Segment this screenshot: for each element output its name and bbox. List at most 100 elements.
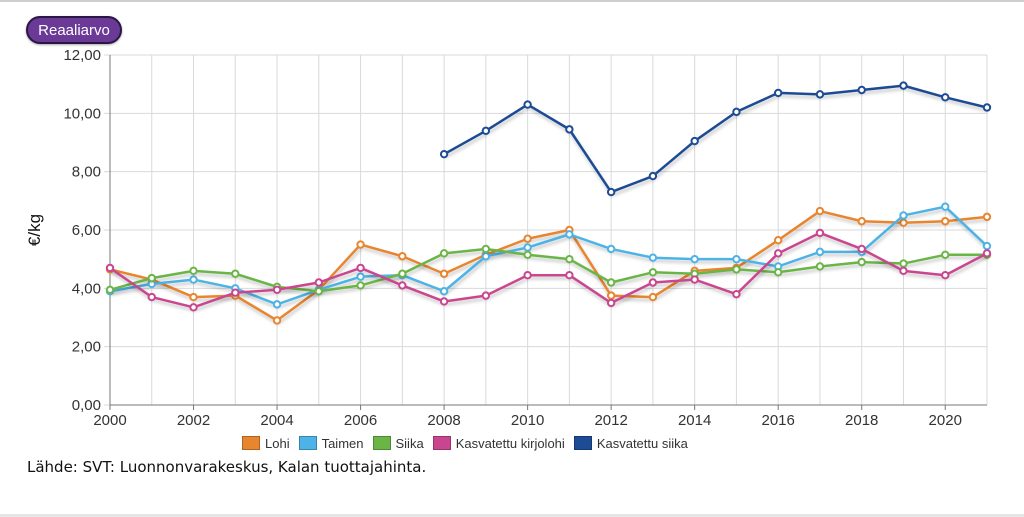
data-point[interactable] <box>398 252 407 261</box>
data-point[interactable] <box>481 244 491 254</box>
data-point[interactable] <box>356 263 365 273</box>
legend-item-kasvatettu-siika[interactable]: Kasvatettu siika <box>573 436 688 451</box>
data-point[interactable] <box>773 236 783 245</box>
data-point[interactable] <box>565 125 574 134</box>
data-point[interactable] <box>941 271 950 280</box>
x-tick-label: 2020 <box>929 412 962 429</box>
data-point[interactable] <box>398 281 407 290</box>
data-point[interactable] <box>732 254 741 264</box>
data-point[interactable] <box>899 218 908 227</box>
bottom-border <box>0 514 1024 517</box>
data-point[interactable] <box>648 171 658 181</box>
data-point[interactable] <box>899 211 908 220</box>
x-tick-label: 2008 <box>427 412 460 429</box>
data-point[interactable] <box>314 287 324 296</box>
x-tick-label: 2002 <box>177 412 210 429</box>
legend-label: Lohi <box>265 435 290 451</box>
data-point[interactable] <box>606 244 616 254</box>
x-tick-label: 2010 <box>511 412 544 429</box>
data-point[interactable] <box>565 254 574 264</box>
data-point[interactable] <box>773 249 783 258</box>
data-point[interactable] <box>439 149 449 159</box>
legend-item-siika[interactable]: Siika <box>372 436 424 451</box>
data-point[interactable] <box>565 230 574 239</box>
data-point[interactable] <box>690 254 699 264</box>
data-point[interactable] <box>815 228 825 238</box>
data-point[interactable] <box>481 126 491 136</box>
data-point[interactable] <box>523 100 532 109</box>
data-point[interactable] <box>773 268 783 277</box>
data-point[interactable] <box>941 217 950 226</box>
data-point[interactable] <box>648 278 658 287</box>
data-point[interactable] <box>941 93 950 102</box>
data-point[interactable] <box>272 316 282 325</box>
data-point[interactable] <box>565 271 574 280</box>
data-point[interactable] <box>648 292 658 302</box>
data-point[interactable] <box>147 273 156 283</box>
reaaliarvo-button[interactable]: Reaaliarvo <box>26 16 122 44</box>
data-point[interactable] <box>857 217 866 226</box>
legend-item-taimen[interactable]: Taimen <box>298 436 364 451</box>
data-point[interactable] <box>982 241 992 251</box>
data-point[interactable] <box>606 187 616 197</box>
data-point[interactable] <box>732 265 741 274</box>
data-point[interactable] <box>857 85 866 95</box>
data-point[interactable] <box>523 250 532 259</box>
data-point[interactable] <box>648 253 658 262</box>
data-point[interactable] <box>189 266 198 276</box>
data-point[interactable] <box>231 288 240 297</box>
data-point[interactable] <box>105 263 115 273</box>
data-point[interactable] <box>982 249 992 258</box>
data-point[interactable] <box>356 281 365 290</box>
data-point[interactable] <box>732 107 741 117</box>
data-point[interactable] <box>189 275 198 284</box>
data-point[interactable] <box>941 250 950 259</box>
data-point[interactable] <box>899 81 908 90</box>
data-point[interactable] <box>606 278 616 287</box>
data-point[interactable] <box>314 278 324 287</box>
data-point[interactable] <box>523 243 532 252</box>
data-point[interactable] <box>356 240 365 249</box>
data-point[interactable] <box>272 285 282 294</box>
data-point[interactable] <box>439 297 449 306</box>
data-point[interactable] <box>439 269 449 278</box>
data-point[interactable] <box>941 202 950 211</box>
data-point[interactable] <box>815 90 825 99</box>
y-tick-label: 4,00 <box>72 280 101 297</box>
data-point[interactable] <box>815 247 825 257</box>
data-point[interactable] <box>189 292 198 302</box>
data-point[interactable] <box>982 212 992 222</box>
data-point[interactable] <box>648 268 658 277</box>
data-point[interactable] <box>105 285 115 294</box>
data-point[interactable] <box>189 303 198 312</box>
data-point[interactable] <box>481 252 491 261</box>
data-point[interactable] <box>690 136 699 146</box>
data-point[interactable] <box>857 244 866 254</box>
data-point[interactable] <box>147 292 156 302</box>
data-point[interactable] <box>815 206 825 216</box>
data-point[interactable] <box>481 291 491 300</box>
data-point[interactable] <box>606 291 616 300</box>
y-tick-label: 6,00 <box>72 222 101 239</box>
data-point[interactable] <box>231 269 240 278</box>
data-point[interactable] <box>439 249 449 258</box>
data-point[interactable] <box>899 266 908 276</box>
legend-item-kasvatettu-kirjolohi[interactable]: Kasvatettu kirjolohi <box>432 436 565 451</box>
data-point[interactable] <box>272 300 282 309</box>
data-point[interactable] <box>606 298 616 308</box>
data-point[interactable] <box>857 257 866 267</box>
x-tick-label: 2018 <box>845 412 878 429</box>
data-point[interactable] <box>439 287 449 296</box>
data-point[interactable] <box>690 275 699 284</box>
data-point[interactable] <box>523 234 532 243</box>
x-tick-label: 2014 <box>678 412 711 429</box>
data-point[interactable] <box>523 271 532 280</box>
data-point[interactable] <box>732 289 741 299</box>
legend-item-lohi[interactable]: Lohi <box>242 436 290 451</box>
data-point[interactable] <box>815 262 825 271</box>
data-point[interactable] <box>982 103 992 112</box>
data-point[interactable] <box>356 272 365 281</box>
data-point[interactable] <box>773 88 783 98</box>
data-point[interactable] <box>899 259 908 268</box>
data-point[interactable] <box>398 269 407 278</box>
